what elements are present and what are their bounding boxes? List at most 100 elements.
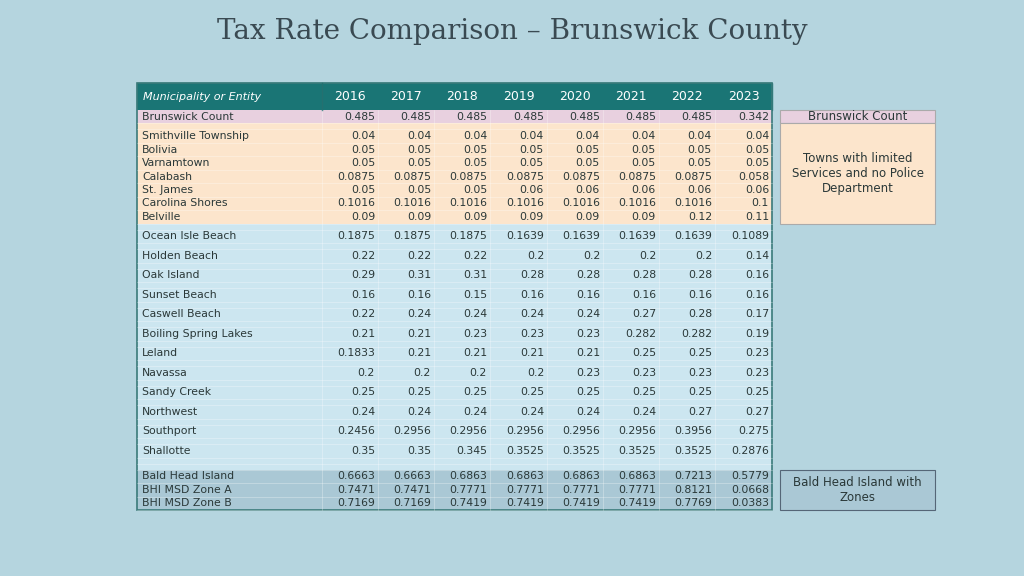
Bar	[137, 347, 772, 360]
Bar	[137, 302, 772, 308]
Text: 0.05: 0.05	[688, 145, 712, 155]
Text: 0.05: 0.05	[351, 158, 375, 168]
Text: 0.5779: 0.5779	[731, 471, 769, 482]
Text: Towns with limited
Services and no Police
Department: Towns with limited Services and no Polic…	[792, 152, 924, 195]
Text: 0.16: 0.16	[632, 290, 656, 300]
Text: 0.485: 0.485	[344, 112, 375, 122]
Bar	[137, 143, 772, 157]
Text: 0.7771: 0.7771	[562, 485, 600, 495]
Text: 0.1016: 0.1016	[449, 199, 487, 209]
Text: 0.6863: 0.6863	[562, 471, 600, 482]
Bar	[137, 210, 772, 223]
Text: 0.2: 0.2	[357, 368, 375, 378]
Text: 0.31: 0.31	[407, 270, 431, 281]
Text: Boiling Spring Lakes: Boiling Spring Lakes	[142, 329, 253, 339]
Text: 0.35: 0.35	[351, 446, 375, 456]
Text: 0.06: 0.06	[688, 185, 712, 195]
Text: 0.24: 0.24	[520, 309, 544, 319]
Text: 2020: 2020	[559, 90, 591, 103]
Text: 0.25: 0.25	[632, 387, 656, 397]
Text: 2016: 2016	[334, 90, 366, 103]
Bar	[137, 340, 772, 347]
Bar	[137, 308, 772, 321]
Text: 0.7213: 0.7213	[674, 471, 712, 482]
Bar	[137, 263, 772, 268]
Bar	[137, 110, 772, 123]
Bar	[137, 183, 772, 197]
Text: Sunset Beach: Sunset Beach	[142, 290, 217, 300]
Text: BHI MSD Zone A: BHI MSD Zone A	[142, 485, 231, 495]
Text: 0.05: 0.05	[351, 145, 375, 155]
Text: Municipality or Entity: Municipality or Entity	[143, 92, 261, 101]
Text: Brunswick Count: Brunswick Count	[808, 110, 907, 123]
Text: 0.2456: 0.2456	[337, 426, 375, 437]
Text: 0.7771: 0.7771	[506, 485, 544, 495]
Text: 0.24: 0.24	[520, 407, 544, 417]
Bar	[780, 110, 935, 123]
Text: 0.2956: 0.2956	[450, 426, 487, 437]
Text: 0.22: 0.22	[351, 251, 375, 261]
Text: Bald Head Island: Bald Head Island	[142, 471, 234, 482]
Text: 0.09: 0.09	[632, 212, 656, 222]
Text: 0.05: 0.05	[575, 158, 600, 168]
Text: Caswell Beach: Caswell Beach	[142, 309, 221, 319]
Text: St. James: St. James	[142, 185, 193, 195]
Bar	[715, 83, 772, 110]
Text: 0.275: 0.275	[738, 426, 769, 437]
Text: 0.1639: 0.1639	[506, 232, 544, 241]
Text: 0.14: 0.14	[744, 251, 769, 261]
Text: 0.05: 0.05	[632, 145, 656, 155]
Text: Carolina Shores: Carolina Shores	[142, 199, 227, 209]
Text: 0.06: 0.06	[632, 185, 656, 195]
Text: 0.05: 0.05	[463, 185, 487, 195]
Text: 0.21: 0.21	[463, 348, 487, 358]
Text: 0.2956: 0.2956	[506, 426, 544, 437]
Text: 0.04: 0.04	[632, 131, 656, 141]
Text: 0.28: 0.28	[632, 270, 656, 281]
Text: 0.485: 0.485	[681, 112, 712, 122]
Text: 0.2: 0.2	[639, 251, 656, 261]
Text: 0.2: 0.2	[414, 368, 431, 378]
Text: 0.24: 0.24	[575, 309, 600, 319]
Text: 0.05: 0.05	[463, 158, 487, 168]
Bar	[378, 83, 434, 110]
Text: 0.27: 0.27	[744, 407, 769, 417]
Text: 0.25: 0.25	[520, 387, 544, 397]
Text: Shallotte: Shallotte	[142, 446, 190, 456]
Text: 0.25: 0.25	[744, 387, 769, 397]
Text: 0.23: 0.23	[463, 329, 487, 339]
Text: Southport: Southport	[142, 426, 197, 437]
Bar	[137, 385, 772, 399]
Text: 0.2956: 0.2956	[393, 426, 431, 437]
Bar	[137, 249, 772, 263]
Text: Northwest: Northwest	[142, 407, 198, 417]
Text: 0.2: 0.2	[470, 368, 487, 378]
Text: 0.485: 0.485	[513, 112, 544, 122]
Text: 0.04: 0.04	[688, 131, 712, 141]
Text: Navassa: Navassa	[142, 368, 187, 378]
Text: 0.342: 0.342	[738, 112, 769, 122]
Bar	[137, 483, 772, 497]
Text: 0.1875: 0.1875	[450, 232, 487, 241]
Text: 0.05: 0.05	[351, 185, 375, 195]
Text: 0.24: 0.24	[463, 309, 487, 319]
Text: 0.28: 0.28	[688, 270, 712, 281]
Text: 0.21: 0.21	[575, 348, 600, 358]
Bar	[137, 83, 322, 110]
Text: 0.0875: 0.0875	[393, 172, 431, 181]
Text: 0.09: 0.09	[463, 212, 487, 222]
Bar	[137, 268, 772, 282]
Text: 0.04: 0.04	[407, 131, 431, 141]
Text: 0.04: 0.04	[744, 131, 769, 141]
Text: 0.17: 0.17	[744, 309, 769, 319]
Text: 0.16: 0.16	[520, 290, 544, 300]
Text: 0.25: 0.25	[688, 348, 712, 358]
Text: 0.16: 0.16	[575, 290, 600, 300]
Text: 0.19: 0.19	[744, 329, 769, 339]
Text: 0.23: 0.23	[575, 368, 600, 378]
Text: 0.0875: 0.0875	[506, 172, 544, 181]
Bar	[137, 230, 772, 243]
Text: 0.485: 0.485	[569, 112, 600, 122]
Text: 0.05: 0.05	[688, 158, 712, 168]
Bar	[137, 399, 772, 405]
